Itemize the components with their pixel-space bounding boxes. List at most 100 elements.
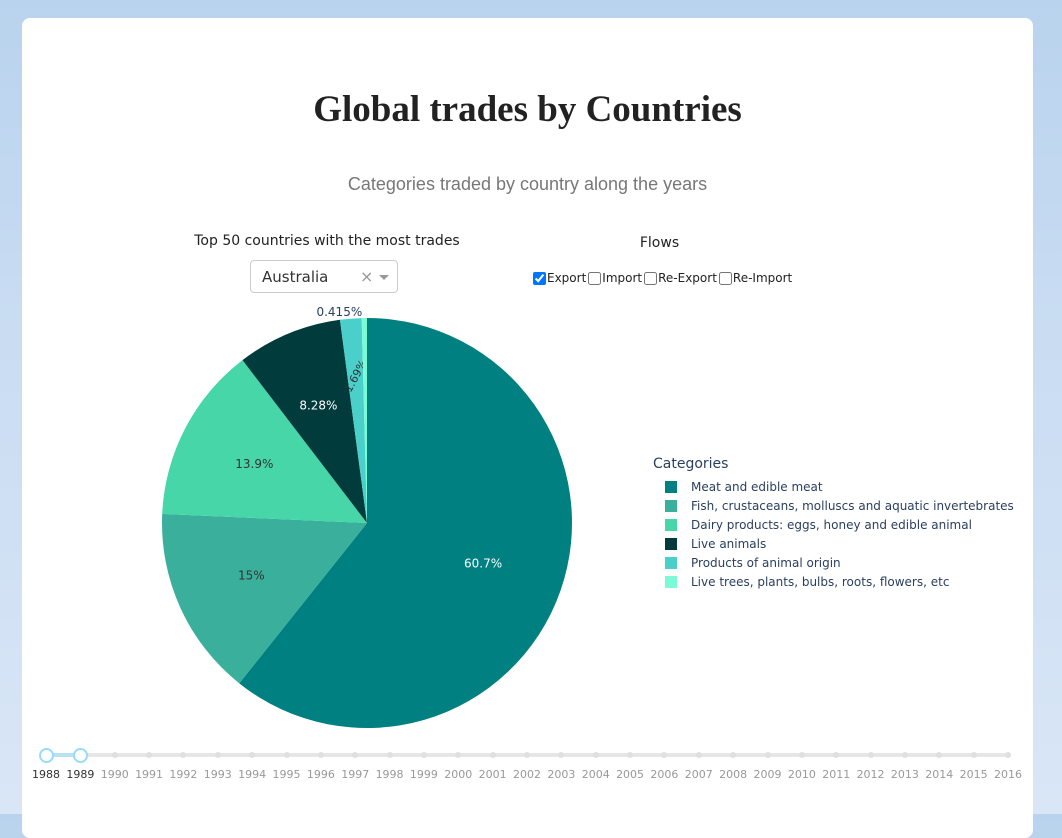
slider-tick[interactable] (352, 752, 359, 758)
slider-year-label[interactable]: 2012 (856, 768, 885, 781)
slider-year-label[interactable]: 2001 (478, 768, 507, 781)
slider-year-label[interactable]: 1998 (375, 768, 404, 781)
legend-swatch (665, 480, 677, 493)
slider-year-label[interactable]: 1999 (409, 768, 438, 781)
legend-title: Categories (653, 456, 729, 472)
slider-year-label[interactable]: 2014 (925, 768, 954, 781)
slider-year-label[interactable]: 2011 (822, 768, 851, 781)
pie-slice[interactable] (161, 513, 367, 684)
slider-tick[interactable] (420, 752, 427, 758)
flows-label: Flows (639, 235, 680, 251)
flow-checkbox-re-import[interactable] (718, 271, 732, 285)
slider-tick[interactable] (146, 752, 153, 758)
year-range-slider[interactable]: 1988 1989 1990 1991 1992 1993 1994 1995 1996 1997… (22, 738, 1033, 798)
slider-tick[interactable] (489, 752, 496, 758)
slider-year-label[interactable]: 1989 (66, 768, 95, 781)
slider-tick[interactable] (730, 752, 737, 758)
pie-slice-label: 0.415% (316, 305, 362, 319)
slider-year-label[interactable]: 2015 (959, 768, 988, 781)
flow-option-export[interactable]: Export (533, 271, 586, 285)
slider-handle-start[interactable] (39, 748, 54, 763)
slider-year-label[interactable]: 1990 (100, 768, 129, 781)
slider-year-label[interactable]: 2000 (444, 768, 473, 781)
legend-swatch (665, 518, 677, 531)
slider-tick[interactable] (970, 752, 977, 758)
slider-tick[interactable] (111, 752, 118, 758)
legend-item[interactable]: Live trees, plants, bulbs, roots, flower… (665, 572, 1014, 591)
slider-tick[interactable] (558, 752, 565, 758)
chevron-down-icon[interactable] (379, 275, 389, 280)
flow-option-re-import[interactable]: Re-Import (718, 271, 792, 285)
slider-tick[interactable] (249, 752, 256, 758)
slider-year-label[interactable]: 2006 (650, 768, 679, 781)
legend-item[interactable]: Meat and edible meat (665, 477, 1014, 496)
slider-tick[interactable] (524, 752, 530, 758)
slider-tick[interactable] (764, 752, 771, 758)
slider-tick[interactable] (695, 752, 702, 758)
pie-slice[interactable] (239, 318, 572, 728)
slider-year-label[interactable]: 2004 (581, 768, 610, 781)
slider-year-label[interactable]: 1988 (32, 768, 60, 781)
legend-label: Fish, crustaceans, molluscs and aquatic … (691, 498, 1014, 513)
slider-selected-range (46, 753, 82, 757)
legend-item[interactable]: Live animals (665, 534, 1014, 553)
legend-label: Live trees, plants, bulbs, roots, flower… (691, 574, 950, 589)
slider-year-label[interactable]: 1994 (238, 768, 267, 781)
pie-slice[interactable] (162, 360, 367, 523)
flow-checkbox-import[interactable] (588, 271, 602, 285)
slider-year-label[interactable]: 1995 (272, 768, 301, 781)
legend-item[interactable]: Dairy products: eggs, honey and edible a… (665, 515, 1014, 534)
slider-tick[interactable] (901, 752, 908, 758)
flow-checkbox-export[interactable] (533, 271, 546, 285)
pie-slice-label: 8.28% (299, 399, 337, 413)
slider-tick[interactable] (661, 752, 668, 758)
slider-tick[interactable] (455, 752, 462, 758)
flow-option-import[interactable]: Import (588, 271, 642, 285)
slider-year-label[interactable]: 2003 (547, 768, 576, 781)
slider-tick[interactable] (386, 752, 393, 758)
slider-tick[interactable] (592, 752, 599, 758)
slider-tick[interactable] (627, 752, 634, 758)
flow-option-label: Import (602, 271, 643, 285)
slider-year-label[interactable]: 2016 (994, 768, 1022, 781)
slider-year-label[interactable]: 2005 (616, 768, 645, 781)
pie-slice[interactable] (339, 318, 367, 523)
slider-year-label[interactable]: 1992 (169, 768, 198, 781)
slider-tick[interactable] (833, 752, 840, 758)
slider-year-label[interactable]: 2002 (513, 768, 541, 781)
slider-year-label[interactable]: 2007 (684, 768, 713, 781)
pie-slice[interactable] (242, 319, 367, 523)
slider-tick[interactable] (317, 752, 324, 758)
slider-tick[interactable] (798, 752, 805, 758)
slider-year-label[interactable]: 2008 (719, 768, 748, 781)
slider-year-label[interactable]: 2013 (890, 768, 919, 781)
flow-checkbox-re-export[interactable] (644, 271, 658, 285)
legend-label: Live animals (691, 536, 767, 551)
flow-option-re-export[interactable]: Re-Export (644, 271, 717, 285)
slider-tick[interactable] (867, 752, 874, 758)
flows-checklist: Export Import Re-Export Re-Import (533, 271, 794, 285)
slider-tick[interactable] (283, 752, 290, 758)
slider-tick[interactable] (214, 752, 221, 758)
slider-tick[interactable] (936, 752, 943, 758)
slider-handle-end[interactable] (73, 748, 89, 763)
legend-item[interactable]: Products of animal origin (665, 553, 1014, 572)
flow-option-label: Re-Export (658, 271, 717, 285)
country-dropdown-value: Australia (262, 268, 329, 286)
slider-year-label[interactable]: 2010 (787, 768, 816, 781)
country-dropdown-label: Top 50 countries with the most trades (194, 233, 460, 249)
slider-tick[interactable] (180, 752, 187, 758)
slider-year-label[interactable]: 1997 (341, 768, 370, 781)
pie-slice[interactable] (361, 318, 367, 523)
chart-subtitle: Categories traded by country along the y… (347, 174, 708, 194)
legend-item[interactable]: Fish, crustaceans, molluscs and aquatic … (665, 496, 1014, 515)
pie-slice-label: 15% (238, 569, 265, 583)
clear-icon[interactable]: × (360, 267, 374, 286)
pie-chart: 60.7%15%13.9%8.28%1.69%0.415% (161, 305, 572, 728)
slider-tick[interactable] (1005, 752, 1011, 758)
slider-year-label[interactable]: 1993 (203, 768, 232, 781)
country-dropdown[interactable]: Australia × (250, 260, 398, 293)
slider-year-label[interactable]: 2009 (753, 768, 782, 781)
slider-year-label[interactable]: 1996 (306, 768, 335, 781)
slider-year-label[interactable]: 1991 (135, 768, 164, 781)
